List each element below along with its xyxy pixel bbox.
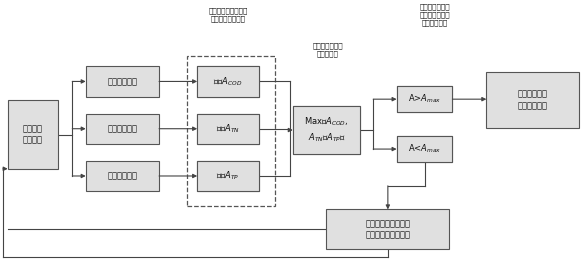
FancyBboxPatch shape (293, 106, 360, 154)
Text: Max（ACOD,
ATN, ATP）: Max（ACOD, ATN, ATP） (302, 120, 352, 140)
Text: A<Amax: A<Amax (406, 145, 443, 154)
FancyBboxPatch shape (197, 114, 259, 144)
FancyBboxPatch shape (326, 209, 449, 249)
Text: 最小$A_{TP}$: 最小$A_{TP}$ (216, 170, 240, 182)
FancyBboxPatch shape (8, 101, 58, 169)
FancyBboxPatch shape (397, 86, 452, 112)
Text: 最小ATP: 最小ATP (215, 172, 240, 181)
FancyBboxPatch shape (397, 136, 452, 162)
FancyBboxPatch shape (86, 161, 159, 191)
Text: A>$A_{max}$: A>$A_{max}$ (408, 93, 441, 105)
Text: A>Amax: A>Amax (406, 95, 443, 104)
Bar (187, 56, 275, 206)
Text: 最小$A_{TN}$: 最小$A_{TN}$ (216, 122, 240, 135)
Text: 总氮污染负荷: 总氮污染负荷 (108, 124, 138, 133)
Text: 将核算出的湿地
面积与现状用地
面积进行比较: 将核算出的湿地 面积与现状用地 面积进行比较 (419, 3, 450, 26)
FancyBboxPatch shape (197, 161, 259, 191)
Text: 确定人工潜流
湿地设计方案: 确定人工潜流 湿地设计方案 (518, 89, 548, 110)
Text: 提高限制性污染负荷
去除效率的工程措施: 提高限制性污染负荷 去除效率的工程措施 (365, 219, 410, 239)
FancyBboxPatch shape (397, 86, 452, 112)
Text: 筛选出最小面积
中的最大值: 筛选出最小面积 中的最大值 (313, 43, 343, 58)
Text: 最小ATN: 最小ATN (215, 124, 241, 133)
Text: A<$A_{max}$: A<$A_{max}$ (408, 143, 441, 155)
FancyBboxPatch shape (86, 114, 159, 144)
FancyBboxPatch shape (293, 106, 360, 154)
Text: 有机污染负荷: 有机污染负荷 (108, 77, 138, 86)
Text: 根据各污染负荷确定
人工湿地最小面积: 根据各污染负荷确定 人工湿地最小面积 (209, 7, 248, 22)
Text: 总磷污染负荷: 总磷污染负荷 (108, 172, 138, 181)
FancyBboxPatch shape (86, 66, 159, 97)
FancyBboxPatch shape (397, 136, 452, 162)
Text: 最小ACOD: 最小ACOD (211, 77, 245, 86)
FancyBboxPatch shape (197, 66, 259, 97)
FancyBboxPatch shape (486, 72, 579, 128)
FancyBboxPatch shape (197, 66, 259, 97)
Text: Max（$A_{COD}$,
$A_{TN}$，$A_{TP}$）: Max（$A_{COD}$, $A_{TN}$，$A_{TP}$） (305, 116, 349, 144)
Text: 人工潜流
湿地设计: 人工潜流 湿地设计 (23, 124, 43, 145)
FancyBboxPatch shape (197, 161, 259, 191)
Text: 最小$A_{COD}$: 最小$A_{COD}$ (213, 75, 243, 88)
FancyBboxPatch shape (197, 114, 259, 144)
